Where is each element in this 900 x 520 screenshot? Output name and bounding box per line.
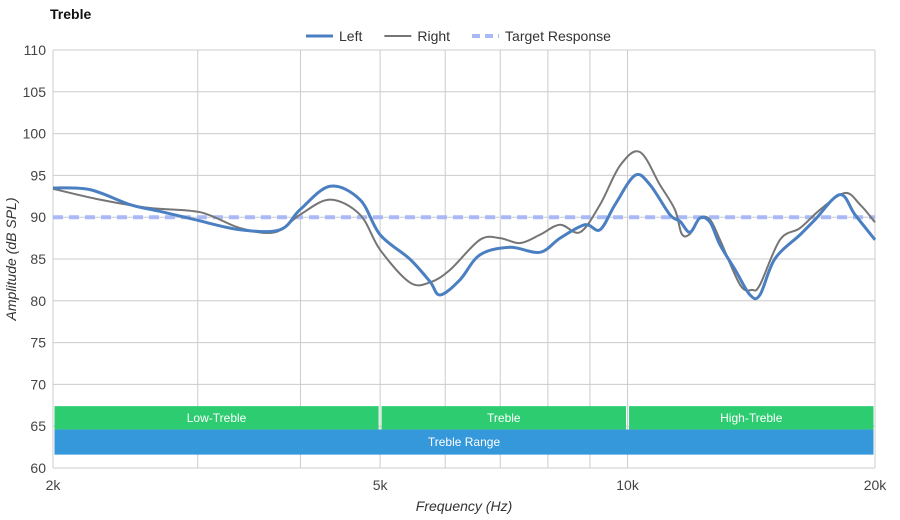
- y-axis-label: Amplitude (dB SPL): [3, 198, 19, 322]
- band-label: High-Treble: [720, 411, 783, 425]
- band-low-treble: [54, 406, 379, 430]
- x-tick-label: 20k: [864, 477, 888, 493]
- band-label: Treble Range: [428, 435, 501, 449]
- y-tick-label: 110: [24, 42, 47, 58]
- legend-label: Left: [339, 28, 362, 44]
- y-tick-label: 95: [30, 167, 46, 183]
- band-label: Low-Treble: [187, 411, 247, 425]
- y-tick-label: 65: [30, 418, 46, 434]
- y-tick-label: 60: [30, 460, 46, 476]
- legend-label: Target Response: [505, 28, 611, 44]
- y-tick-label: 75: [30, 335, 46, 351]
- y-tick-label: 105: [23, 84, 47, 100]
- legend-label: Right: [417, 28, 450, 44]
- band-treble-range: [54, 429, 874, 455]
- y-tick-label: 90: [30, 209, 46, 225]
- band-treble: [381, 406, 627, 430]
- series-line-right: [52, 150, 876, 292]
- x-tick-label: 2k: [46, 477, 62, 493]
- series-line-left: [52, 173, 877, 301]
- band-high-treble: [629, 406, 874, 430]
- y-tick-label: 100: [23, 126, 47, 142]
- x-axis-label: Frequency (Hz): [416, 498, 512, 514]
- x-tick-label: 10k: [616, 477, 640, 493]
- y-tick-label: 85: [30, 251, 46, 267]
- chart-title: Treble: [50, 6, 92, 22]
- y-tick-label: 70: [30, 376, 46, 392]
- x-tick-label: 5k: [373, 477, 389, 493]
- band-label: Treble: [487, 411, 521, 425]
- y-tick-label: 80: [30, 293, 46, 309]
